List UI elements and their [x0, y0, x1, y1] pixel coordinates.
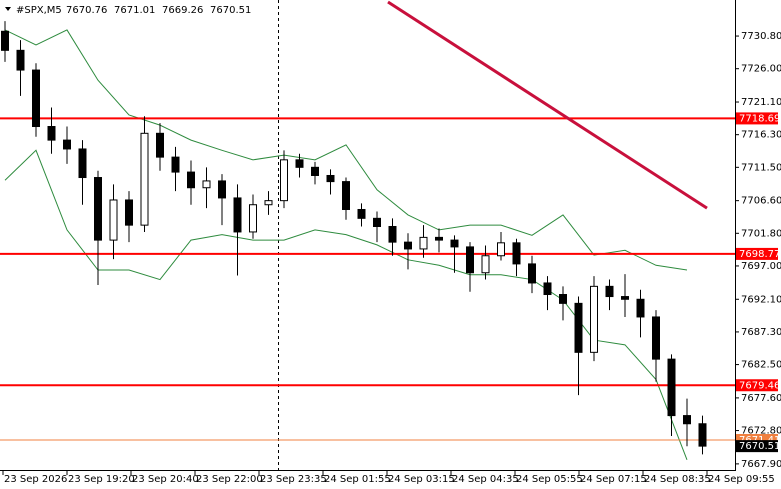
candle-body — [621, 296, 629, 300]
candle-body — [497, 242, 505, 257]
candle-body — [202, 180, 211, 189]
candle-body — [373, 217, 381, 227]
y-tick-label: 7716.30 — [741, 130, 781, 141]
candle-body — [481, 255, 490, 274]
menu-icon[interactable] — [5, 7, 11, 11]
y-tick-label: 7726.00 — [741, 64, 781, 75]
candle-body — [388, 225, 397, 243]
last-price-box — [736, 440, 778, 453]
candle-body — [187, 171, 195, 189]
y-tick-label: 7701.80 — [741, 228, 781, 239]
candle-body — [342, 181, 350, 210]
candle-body — [683, 415, 691, 425]
candle-body — [78, 148, 87, 179]
candle-body — [404, 241, 412, 250]
candle-body — [357, 208, 366, 219]
y-tick-label: 7672.80 — [741, 426, 781, 437]
candle-body — [574, 302, 583, 353]
candle-body — [311, 166, 319, 176]
candle-body — [249, 204, 257, 233]
candle-body — [1, 30, 9, 51]
candle-body — [16, 49, 25, 71]
candle-body — [47, 126, 56, 141]
candle-body — [233, 197, 242, 233]
candle-body — [528, 263, 536, 284]
x-tick-label: 23 Sep 2026 — [4, 474, 67, 485]
header-value: 7671.01 — [114, 5, 155, 16]
candle-body — [109, 199, 118, 241]
upper-band — [4, 29, 688, 271]
header: #SPX,M5 — [5, 5, 62, 16]
y-tick-label: 7721.10 — [741, 97, 781, 108]
plot-area — [0, 0, 735, 460]
candle-body — [295, 159, 304, 168]
candle-body — [559, 294, 567, 304]
y-tick-label: 7706.60 — [741, 196, 781, 207]
header-value: 7670.76 — [66, 5, 107, 16]
level-label: 7718.69 — [739, 113, 780, 124]
candle-body — [543, 282, 552, 296]
x-tick-label: 24 Sep 08:35 — [644, 474, 711, 485]
candle-body — [326, 174, 335, 183]
y-tick-label: 7692.10 — [741, 294, 781, 305]
level-label-box — [736, 112, 778, 125]
candle-body — [667, 358, 676, 417]
y-tick-label: 7697.00 — [741, 261, 781, 272]
x-tick-label: 24 Sep 04:35 — [452, 474, 519, 485]
candle-body — [156, 132, 164, 158]
level-label: 7698.77 — [739, 249, 780, 260]
y-tick-label: 7677.60 — [741, 393, 781, 404]
candle-body — [140, 132, 149, 226]
last-price-label: 7670.51 — [739, 441, 780, 452]
candle-body — [605, 285, 614, 298]
y-tick-label: 7667.90 — [741, 459, 781, 470]
candle-body — [419, 236, 428, 250]
candle-body — [512, 242, 521, 265]
candle-body — [652, 316, 660, 360]
header-value: 7670.51 — [210, 5, 251, 16]
y-tick-label: 7682.50 — [741, 360, 781, 371]
x-tick-label: 24 Sep 09:55 — [708, 474, 775, 485]
y-tick-label: 7687.30 — [741, 327, 781, 338]
candle-body — [466, 246, 474, 274]
candle-body — [698, 423, 707, 447]
x-tick-label: 24 Sep 07:15 — [580, 474, 647, 485]
x-tick-label: 24 Sep 05:55 — [516, 474, 583, 485]
candle-body — [450, 239, 459, 248]
candle-body — [218, 180, 226, 199]
candle-body — [94, 177, 102, 241]
x-tick-label: 23 Sep 19:20 — [68, 474, 135, 485]
level-label: 7679.46 — [739, 380, 780, 391]
x-tick-label: 24 Sep 03:15 — [388, 474, 455, 485]
candle-body — [435, 236, 443, 241]
level-label-box — [736, 247, 778, 260]
candle-body — [280, 159, 288, 202]
candle-body — [32, 69, 40, 128]
x-tick-label: 23 Sep 22:00 — [196, 474, 263, 485]
lower-band — [4, 149, 688, 460]
candle-body — [590, 285, 598, 353]
candle-body — [264, 200, 273, 206]
y-tick-label: 7730.80 — [741, 31, 781, 42]
trendline — [387, 0, 708, 210]
header-value: 7669.26 — [162, 5, 203, 16]
level-label-box — [736, 379, 778, 392]
x-tick-label: 24 Sep 01:55 — [324, 474, 391, 485]
symbol: #SPX,M5 — [16, 5, 62, 16]
candle-body — [171, 156, 180, 173]
candle-body — [125, 199, 133, 226]
candle-body — [63, 139, 71, 150]
x-tick-label: 23 Sep 20:40 — [132, 474, 199, 485]
candle-body — [636, 298, 645, 318]
y-tick-label: 7711.50 — [741, 162, 781, 173]
x-tick-label: 23 Sep 23:35 — [260, 474, 327, 485]
